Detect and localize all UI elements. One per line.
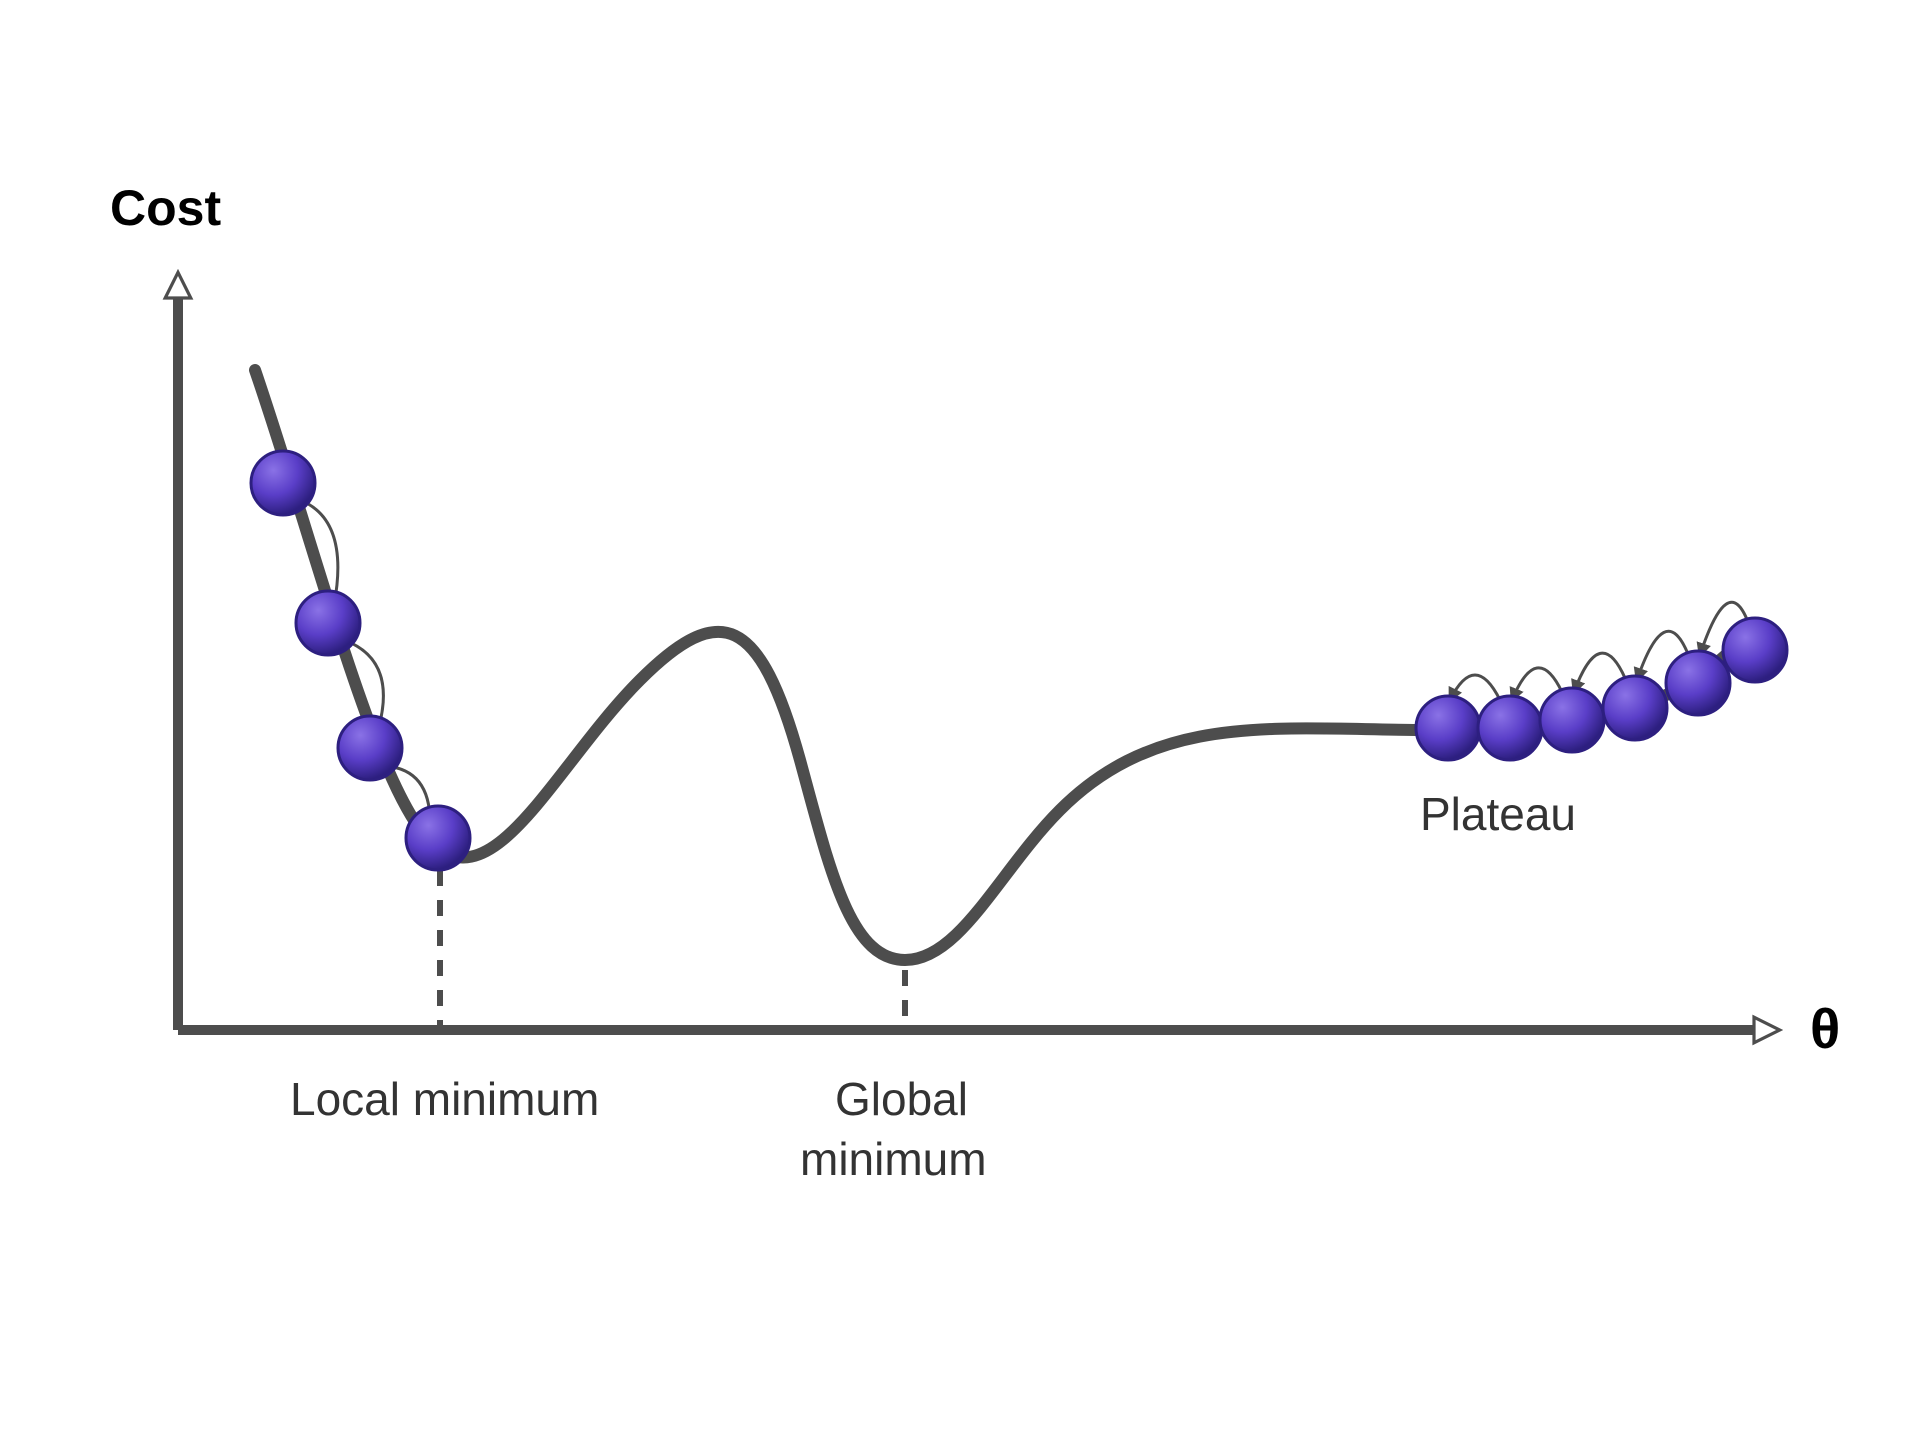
x-axis-label: θ bbox=[1810, 997, 1840, 1060]
plateau-label: Plateau bbox=[1420, 788, 1576, 840]
gradient-ball-left-1 bbox=[296, 591, 360, 655]
y-axis-label: Cost bbox=[110, 180, 221, 236]
gradient-ball-right-1 bbox=[1478, 696, 1542, 760]
gradient-ball-right-4 bbox=[1666, 651, 1730, 715]
local-minimum-label: Local minimum bbox=[290, 1073, 599, 1125]
gradient-ball-right-3 bbox=[1603, 676, 1667, 740]
global-minimum-label-line1: Global bbox=[835, 1073, 968, 1125]
gradient-ball-right-0 bbox=[1416, 696, 1480, 760]
gradient-ball-right-5 bbox=[1723, 618, 1787, 682]
gradient-ball-right-2 bbox=[1540, 688, 1604, 752]
gradient-ball-left-3 bbox=[406, 806, 470, 870]
gradient-ball-left-2 bbox=[338, 716, 402, 780]
cost-landscape-diagram: Cost θ Local minimum Global minimum Plateau bbox=[0, 0, 1920, 1440]
cost-curve bbox=[255, 370, 1760, 960]
global-minimum-label-line2: minimum bbox=[800, 1133, 987, 1185]
gradient-ball-left-0 bbox=[251, 451, 315, 515]
